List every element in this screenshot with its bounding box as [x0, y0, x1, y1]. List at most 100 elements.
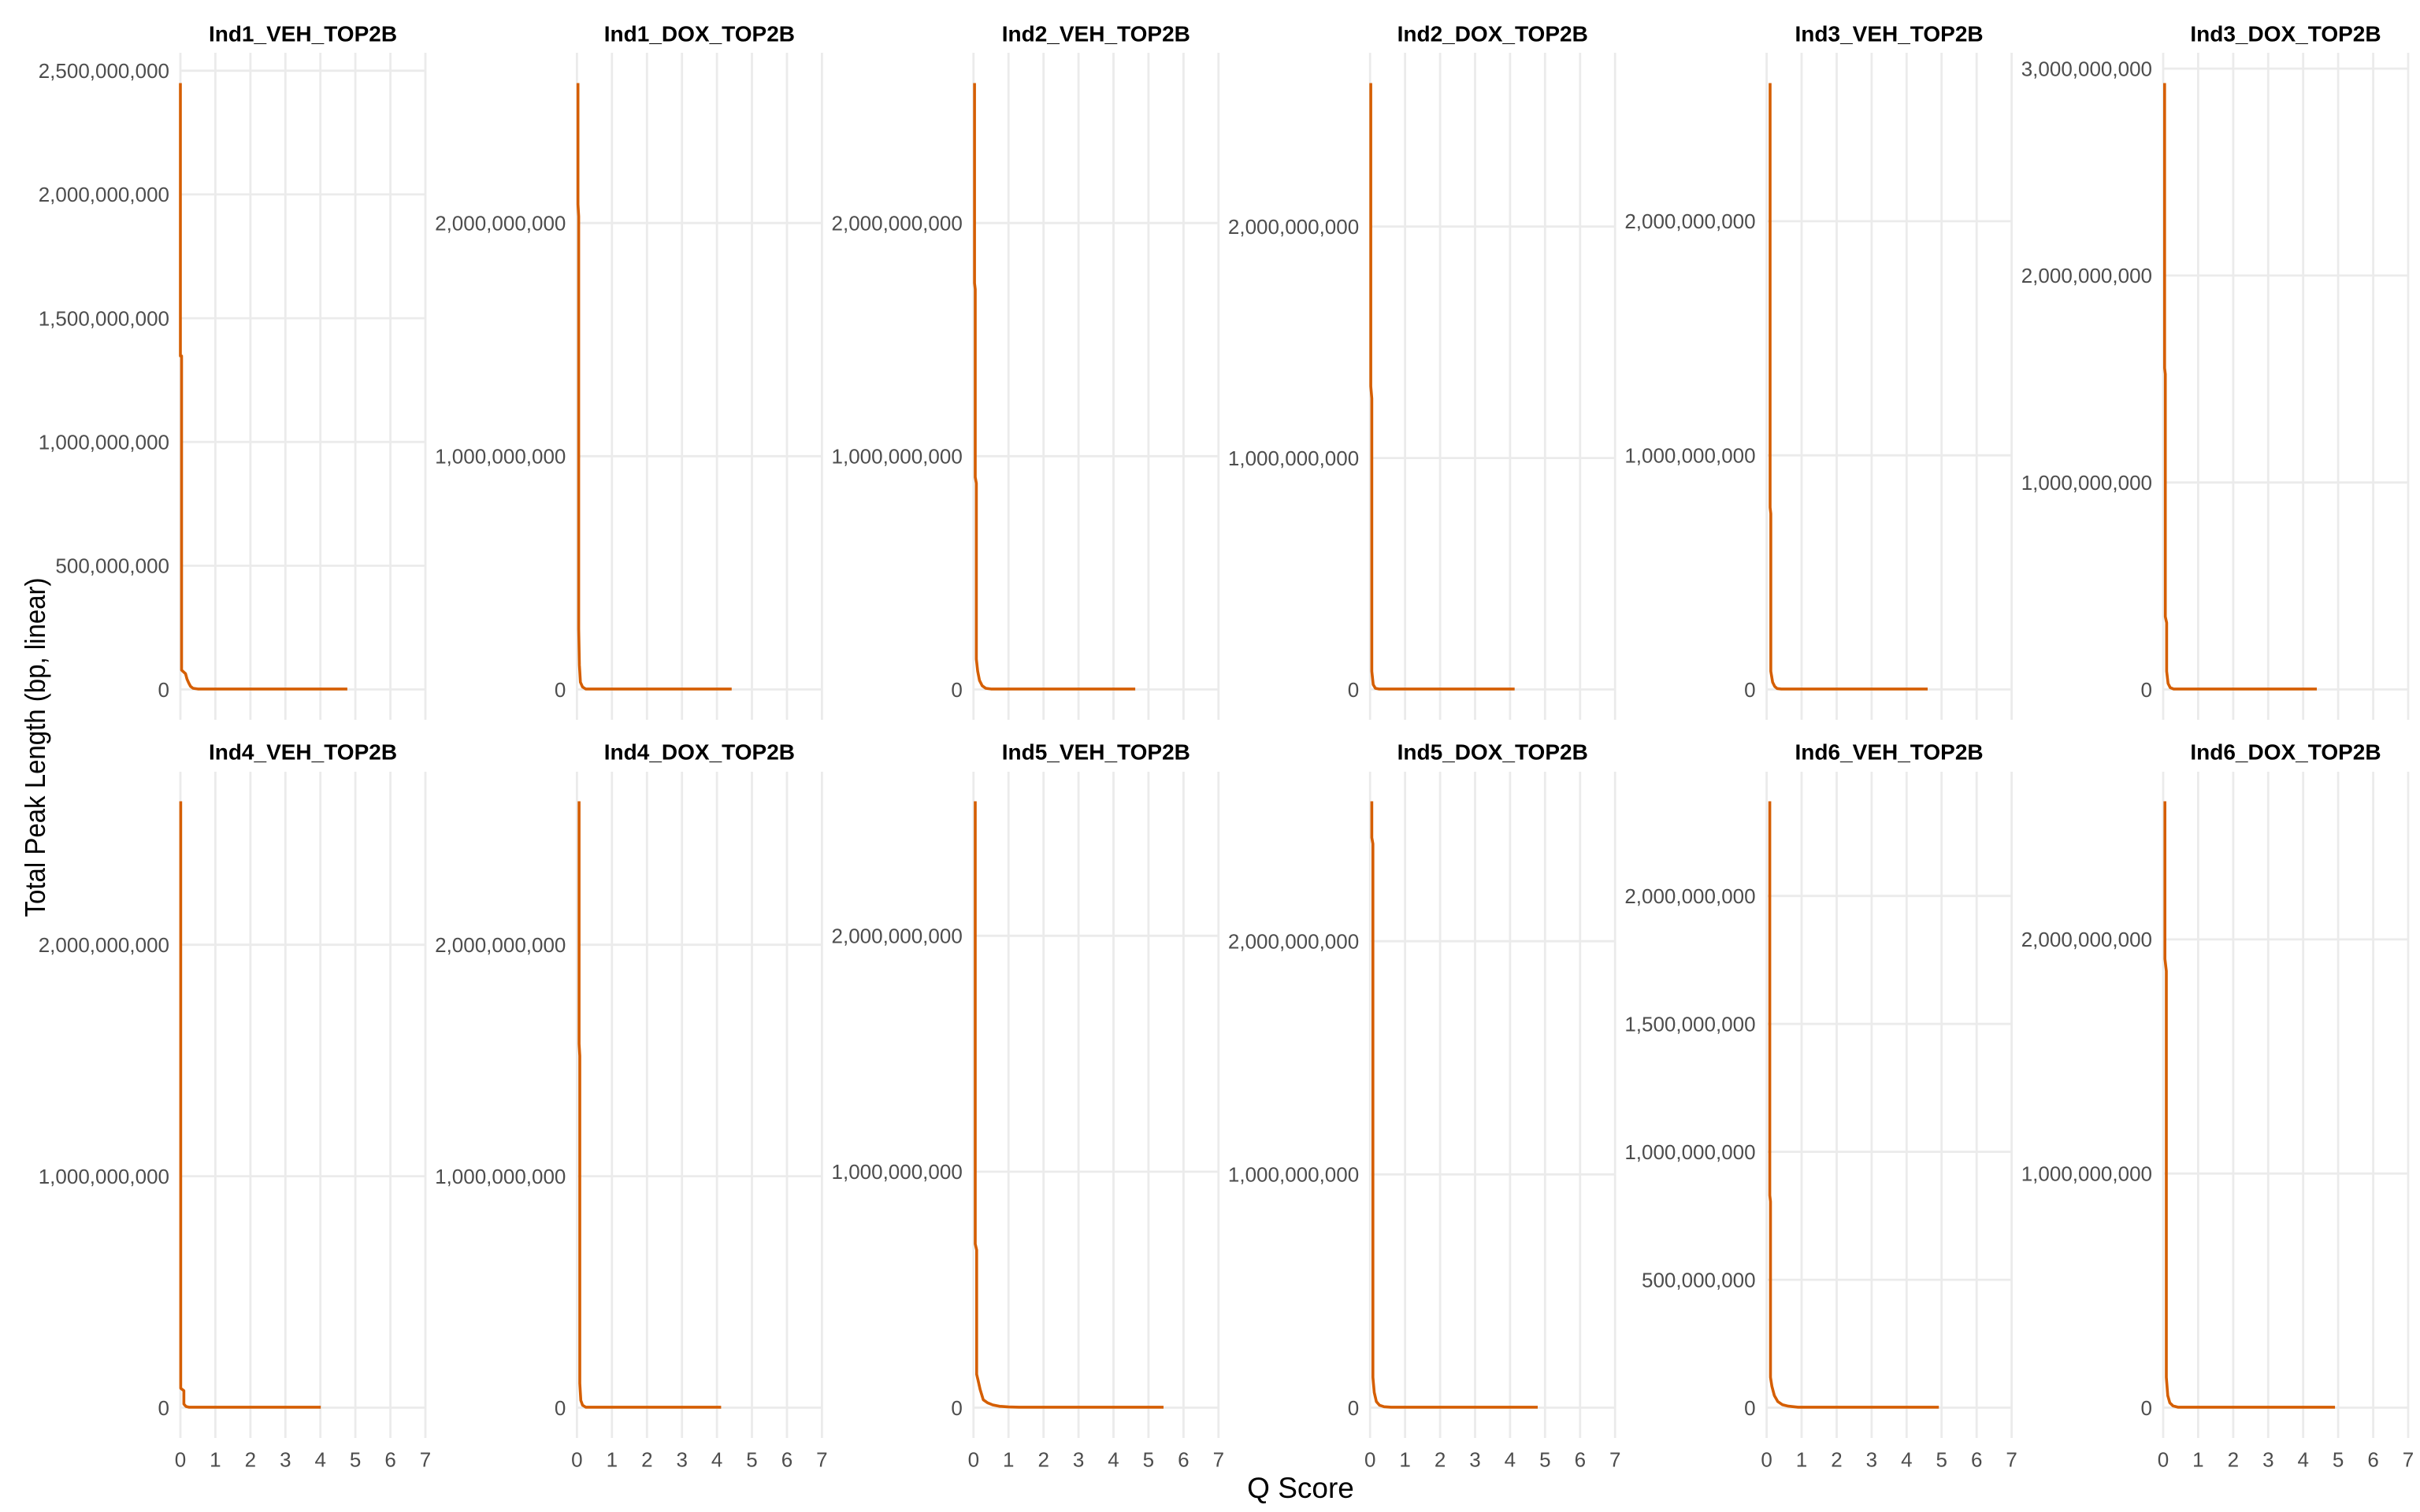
- svg-text:6: 6: [1971, 1447, 1982, 1471]
- svg-text:1: 1: [607, 1447, 618, 1471]
- svg-text:0: 0: [951, 1396, 962, 1420]
- svg-text:Total Peak Length (bp, linear): Total Peak Length (bp, linear): [19, 578, 51, 917]
- svg-text:3: 3: [1469, 1447, 1480, 1471]
- svg-text:0: 0: [555, 678, 566, 702]
- svg-text:4: 4: [2297, 1447, 2308, 1471]
- svg-text:Ind3_VEH_TOP2B: Ind3_VEH_TOP2B: [1795, 22, 1984, 46]
- svg-text:1,000,000,000: 1,000,000,000: [1228, 1163, 1359, 1187]
- svg-text:Ind2_VEH_TOP2B: Ind2_VEH_TOP2B: [1002, 22, 1190, 46]
- svg-text:2,000,000,000: 2,000,000,000: [2021, 928, 2152, 951]
- svg-text:0: 0: [175, 1447, 186, 1471]
- svg-text:2,000,000,000: 2,000,000,000: [1624, 884, 1755, 908]
- svg-text:1: 1: [1399, 1447, 1410, 1471]
- svg-text:1,500,000,000: 1,500,000,000: [1624, 1013, 1755, 1036]
- svg-text:0: 0: [555, 1396, 566, 1420]
- svg-text:4: 4: [314, 1447, 325, 1471]
- svg-text:5: 5: [746, 1447, 757, 1471]
- svg-text:2,000,000,000: 2,000,000,000: [1228, 930, 1359, 954]
- svg-text:2,000,000,000: 2,000,000,000: [435, 212, 566, 235]
- svg-text:Ind1_DOX_TOP2B: Ind1_DOX_TOP2B: [604, 22, 795, 46]
- svg-text:1,000,000,000: 1,000,000,000: [2021, 471, 2152, 495]
- svg-text:5: 5: [1539, 1447, 1550, 1471]
- svg-text:Ind4_DOX_TOP2B: Ind4_DOX_TOP2B: [604, 740, 795, 765]
- svg-text:7: 7: [420, 1447, 431, 1471]
- svg-text:4: 4: [711, 1447, 722, 1471]
- svg-text:0: 0: [1761, 1447, 1772, 1471]
- svg-text:2,000,000,000: 2,000,000,000: [39, 933, 169, 957]
- svg-text:2: 2: [2228, 1447, 2239, 1471]
- svg-text:3: 3: [1073, 1447, 1084, 1471]
- svg-text:2,500,000,000: 2,500,000,000: [39, 59, 169, 83]
- svg-text:Ind3_DOX_TOP2B: Ind3_DOX_TOP2B: [2190, 22, 2381, 46]
- svg-text:3: 3: [2262, 1447, 2273, 1471]
- svg-text:6: 6: [384, 1447, 395, 1471]
- svg-text:Ind4_VEH_TOP2B: Ind4_VEH_TOP2B: [209, 740, 397, 765]
- svg-text:1: 1: [1796, 1447, 1807, 1471]
- svg-text:3: 3: [280, 1447, 291, 1471]
- svg-text:500,000,000: 500,000,000: [55, 554, 169, 578]
- svg-text:4: 4: [1901, 1447, 1912, 1471]
- svg-text:3: 3: [676, 1447, 687, 1471]
- svg-text:1,000,000,000: 1,000,000,000: [1624, 444, 1755, 468]
- svg-text:1: 1: [210, 1447, 221, 1471]
- svg-text:2: 2: [1435, 1447, 1446, 1471]
- svg-text:4: 4: [1108, 1447, 1119, 1471]
- svg-text:2: 2: [1037, 1447, 1049, 1471]
- svg-text:7: 7: [816, 1447, 827, 1471]
- svg-text:0: 0: [2141, 1396, 2152, 1420]
- svg-text:0: 0: [951, 678, 962, 702]
- svg-text:0: 0: [158, 678, 169, 702]
- svg-text:0: 0: [968, 1447, 979, 1471]
- svg-text:0: 0: [1348, 1396, 1359, 1420]
- svg-text:1,500,000,000: 1,500,000,000: [39, 306, 169, 330]
- svg-text:1: 1: [2192, 1447, 2203, 1471]
- svg-text:1,000,000,000: 1,000,000,000: [1624, 1140, 1755, 1164]
- svg-text:Q Score: Q Score: [1247, 1472, 1354, 1504]
- svg-text:0: 0: [1744, 1396, 1755, 1420]
- svg-text:500,000,000: 500,000,000: [1642, 1268, 1756, 1292]
- svg-text:1,000,000,000: 1,000,000,000: [832, 1160, 963, 1184]
- svg-text:0: 0: [571, 1447, 582, 1471]
- svg-text:0: 0: [2158, 1447, 2169, 1471]
- svg-text:1: 1: [1003, 1447, 1014, 1471]
- svg-text:1,000,000,000: 1,000,000,000: [39, 1165, 169, 1188]
- svg-text:Ind5_VEH_TOP2B: Ind5_VEH_TOP2B: [1002, 740, 1190, 765]
- svg-text:2,000,000,000: 2,000,000,000: [39, 183, 169, 206]
- svg-text:2,000,000,000: 2,000,000,000: [435, 933, 566, 957]
- svg-text:2: 2: [245, 1447, 256, 1471]
- svg-text:6: 6: [1178, 1447, 1189, 1471]
- svg-text:5: 5: [350, 1447, 361, 1471]
- svg-text:1,000,000,000: 1,000,000,000: [435, 445, 566, 469]
- svg-text:4: 4: [1505, 1447, 1516, 1471]
- svg-text:2,000,000,000: 2,000,000,000: [1624, 209, 1755, 233]
- svg-text:0: 0: [2141, 678, 2152, 702]
- svg-text:Ind2_DOX_TOP2B: Ind2_DOX_TOP2B: [1397, 22, 1588, 46]
- svg-text:3: 3: [1866, 1447, 1877, 1471]
- svg-text:1,000,000,000: 1,000,000,000: [435, 1165, 566, 1188]
- svg-text:3,000,000,000: 3,000,000,000: [2021, 57, 2152, 80]
- svg-text:1,000,000,000: 1,000,000,000: [39, 431, 169, 454]
- svg-text:2: 2: [641, 1447, 652, 1471]
- svg-text:5: 5: [2333, 1447, 2344, 1471]
- svg-text:2,000,000,000: 2,000,000,000: [1228, 215, 1359, 239]
- svg-text:2,000,000,000: 2,000,000,000: [832, 925, 963, 948]
- svg-text:0: 0: [158, 1396, 169, 1420]
- svg-text:2,000,000,000: 2,000,000,000: [2021, 264, 2152, 287]
- svg-text:Ind6_VEH_TOP2B: Ind6_VEH_TOP2B: [1795, 740, 1984, 765]
- svg-text:7: 7: [2006, 1447, 2017, 1471]
- svg-text:7: 7: [1213, 1447, 1224, 1471]
- svg-text:5: 5: [1936, 1447, 1947, 1471]
- svg-text:6: 6: [2367, 1447, 2378, 1471]
- svg-text:6: 6: [781, 1447, 792, 1471]
- svg-text:Ind5_DOX_TOP2B: Ind5_DOX_TOP2B: [1397, 740, 1588, 765]
- svg-text:2: 2: [1831, 1447, 1842, 1471]
- svg-text:1,000,000,000: 1,000,000,000: [1228, 447, 1359, 470]
- svg-text:5: 5: [1143, 1447, 1154, 1471]
- svg-text:Ind6_DOX_TOP2B: Ind6_DOX_TOP2B: [2190, 740, 2381, 765]
- svg-text:0: 0: [1348, 678, 1359, 702]
- svg-text:1,000,000,000: 1,000,000,000: [832, 445, 963, 469]
- svg-text:0: 0: [1744, 678, 1755, 702]
- svg-text:1,000,000,000: 1,000,000,000: [2021, 1162, 2152, 1186]
- svg-text:6: 6: [1575, 1447, 1586, 1471]
- svg-text:7: 7: [2403, 1447, 2414, 1471]
